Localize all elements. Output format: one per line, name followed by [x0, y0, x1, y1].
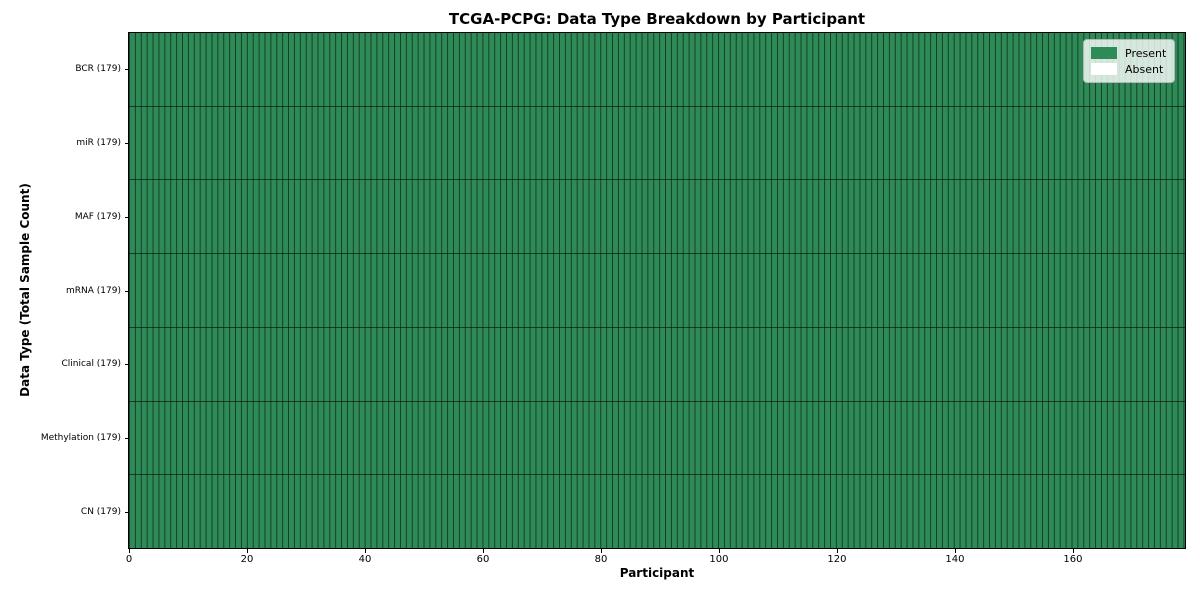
- y-tick-label: Clinical (179): [61, 359, 121, 370]
- y-tick-label: MAF (179): [74, 211, 121, 222]
- legend-swatch-present: [1091, 47, 1117, 59]
- heatmap-row: [129, 401, 1185, 476]
- x-tick-label: 0: [125, 554, 133, 565]
- x-tick-mark: [482, 549, 484, 553]
- chart-title: TCGA-PCPG: Data Type Breakdown by Partic…: [448, 10, 866, 28]
- y-tick-mark: [125, 216, 129, 218]
- y-tick-mark: [125, 364, 129, 366]
- y-tick-mark: [125, 438, 129, 440]
- legend-label: Absent: [1125, 62, 1164, 76]
- legend-swatch-absent: [1091, 63, 1117, 75]
- x-tick-mark: [954, 549, 956, 553]
- y-tick-mark: [125, 68, 129, 70]
- y-tick-label: miR (179): [76, 137, 121, 148]
- x-tick-mark: [718, 549, 720, 553]
- x-tick-label: 40: [358, 554, 372, 565]
- x-tick-label: 60: [476, 554, 490, 565]
- heatmap-row: [129, 475, 1185, 549]
- legend: Present Absent: [1083, 39, 1175, 83]
- x-tick-mark: [600, 549, 602, 553]
- x-tick-label: 120: [827, 554, 847, 565]
- x-tick-label: 100: [709, 554, 729, 565]
- heatmap-row: [129, 106, 1185, 181]
- y-tick-label: mRNA (179): [66, 285, 121, 296]
- y-tick-label: BCR (179): [75, 63, 121, 74]
- x-tick-label: 80: [594, 554, 608, 565]
- y-tick-mark: [125, 290, 129, 292]
- y-tick-label: Methylation (179): [40, 433, 121, 444]
- x-axis-label: Participant: [619, 566, 695, 580]
- heatmap-row: [129, 180, 1185, 255]
- legend-label: Present: [1125, 46, 1167, 60]
- heatmap-row: [129, 33, 1185, 107]
- x-tick-mark: [836, 549, 838, 553]
- heatmap-row: [129, 327, 1185, 402]
- plot-area: [128, 32, 1186, 549]
- y-tick-label: CN (179): [80, 507, 121, 518]
- legend-entry: Present: [1091, 47, 1167, 59]
- x-tick-label: 140: [945, 554, 965, 565]
- x-tick-label: 20: [240, 554, 254, 565]
- x-tick-mark: [1072, 549, 1074, 553]
- x-tick-mark: [246, 549, 248, 553]
- x-tick-mark: [129, 549, 130, 553]
- legend-entry: Absent: [1091, 63, 1167, 75]
- x-tick-label: 160: [1063, 554, 1083, 565]
- y-tick-mark: [125, 142, 129, 144]
- y-tick-mark: [125, 512, 129, 514]
- x-tick-mark: [364, 549, 366, 553]
- heatmap-row: [129, 254, 1185, 328]
